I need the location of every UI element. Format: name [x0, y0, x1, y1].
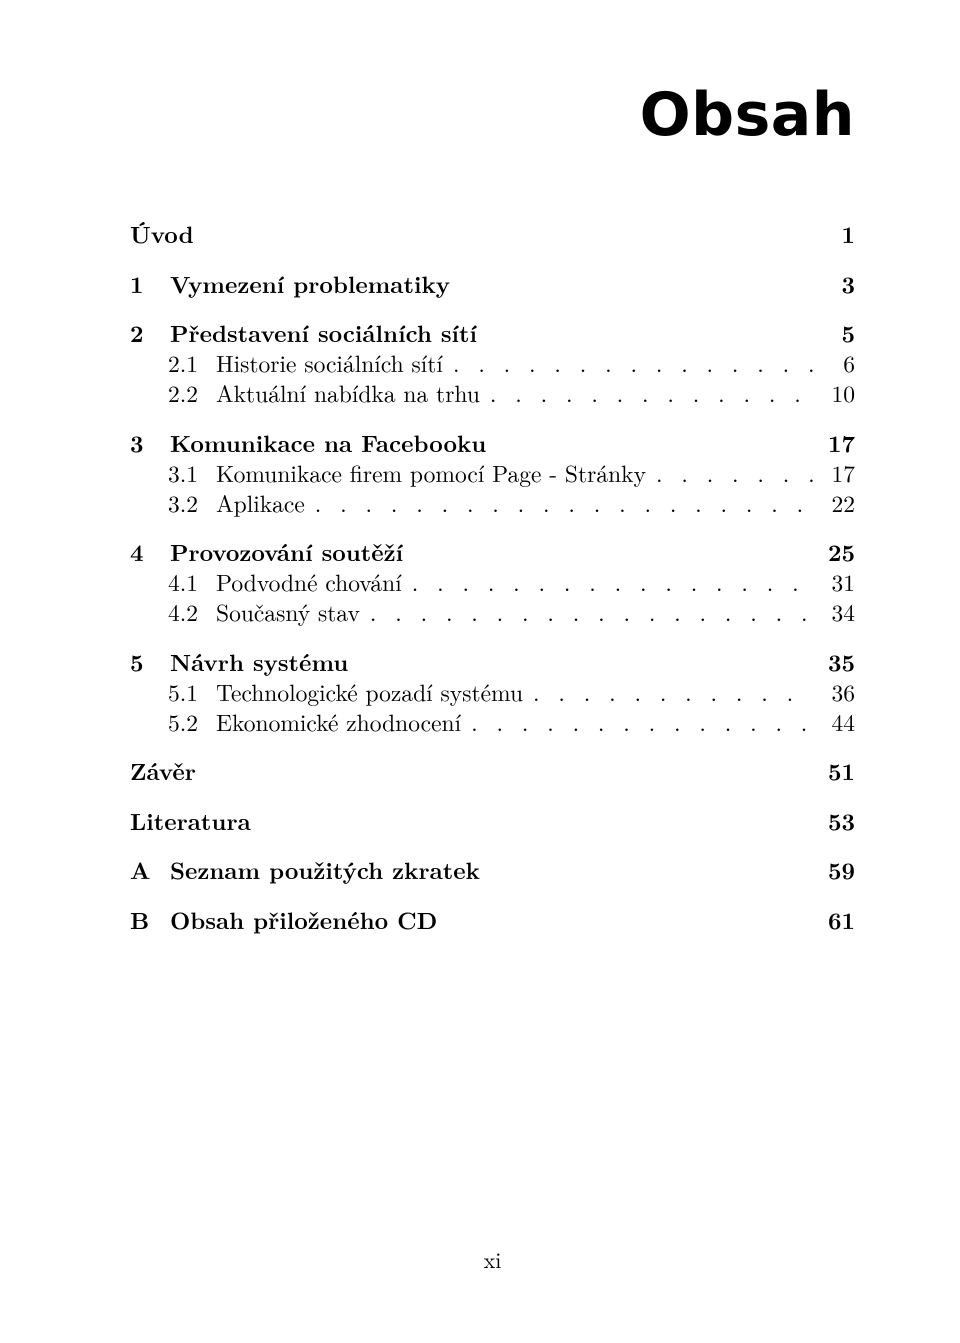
toc-entry-section-5-2: 5.2 Ekonomické zhodnocení . . . . . . . …	[130, 710, 855, 734]
toc-label: Vymezení problematiky	[170, 272, 450, 296]
toc-label: Seznam použitých zkratek	[170, 858, 480, 882]
toc-number: 5	[130, 650, 170, 674]
toc-page: 17	[819, 461, 855, 485]
toc-title: Obsah	[130, 80, 855, 150]
toc-label: Literatura	[130, 809, 251, 833]
toc-page: 1	[819, 222, 855, 246]
toc-entry-section-5-1: 5.1 Technologické pozadí systému . . . .…	[130, 680, 855, 704]
toc-number: 2.2	[168, 381, 216, 405]
toc-label: Aplikace	[216, 491, 305, 515]
toc-entry-appendix-a: A Seznam použitých zkratek 59	[130, 858, 855, 882]
toc-number: 5.1	[168, 680, 216, 704]
toc-entry-section-3-1: 3.1 Komunikace firem pomocí Page - Strán…	[130, 461, 855, 485]
toc-page: 53	[819, 809, 855, 833]
toc-page: 3	[819, 272, 855, 296]
page-number: xi	[130, 1244, 855, 1275]
toc-entry-chapter-1: 1 Vymezení problematiky 3	[130, 272, 855, 296]
toc-page: 6	[819, 351, 855, 375]
content-area: Obsah Úvod 1 1 Vymezení problematiky 3 2…	[130, 0, 855, 1343]
toc-label: Aktuální nabídka na trhu	[216, 381, 480, 405]
toc-leader-dots: . . . . . . . . . . . . . . . . . . . . …	[412, 570, 813, 594]
toc-entry-section-2-2: 2.2 Aktuální nabídka na trhu . . . . . .…	[130, 381, 855, 405]
toc-page: 10	[819, 381, 855, 405]
toc-page: 31	[819, 570, 855, 594]
toc-page: 59	[819, 858, 855, 882]
toc-label: Podvodné chování	[216, 570, 402, 594]
toc-page: 22	[819, 491, 855, 515]
toc-label: Komunikace firem pomocí Page - Stránky	[216, 461, 646, 485]
toc-number: 2	[130, 321, 170, 345]
toc-page: 17	[819, 431, 855, 455]
toc-page: 5	[819, 321, 855, 345]
toc-number: 3.1	[168, 461, 216, 485]
toc-entry-section-4-1: 4.1 Podvodné chování . . . . . . . . . .…	[130, 570, 855, 594]
toc-entry-uvod: Úvod 1	[130, 222, 855, 246]
toc-number: A	[130, 858, 170, 882]
toc-page: 34	[819, 600, 855, 624]
toc-entry-chapter-4: 4 Provozování soutěží 25	[130, 540, 855, 564]
toc-entry-chapter-3: 3 Komunikace na Facebooku 17	[130, 431, 855, 455]
toc-page: 36	[819, 680, 855, 704]
toc-label: Návrh systému	[170, 650, 348, 674]
toc-label: Současný stav	[216, 600, 360, 624]
toc-entry-section-4-2: 4.2 Současný stav . . . . . . . . . . . …	[130, 600, 855, 624]
toc-number: B	[130, 908, 170, 932]
toc-entry-chapter-5: 5 Návrh systému 35	[130, 650, 855, 674]
toc-label: Představení sociálních sítí	[170, 321, 477, 345]
toc-page: 51	[819, 759, 855, 783]
toc-entry-section-2-1: 2.1 Historie sociálních sítí . . . . . .…	[130, 351, 855, 375]
toc-entry-literatura: Literatura 53	[130, 809, 855, 833]
toc-leader-dots: . . . . . . . . . . . . . . . . . . . . …	[656, 461, 813, 485]
toc-entry-chapter-2: 2 Představení sociálních sítí 5	[130, 321, 855, 345]
toc-label: Ekonomické zhodnocení	[216, 710, 461, 734]
page: Obsah Úvod 1 1 Vymezení problematiky 3 2…	[0, 0, 960, 1343]
toc-entry-zaver: Závěr 51	[130, 759, 855, 783]
toc-leader-dots: . . . . . . . . . . . . . . . . . . . . …	[490, 381, 813, 405]
toc-leader-dots: . . . . . . . . . . . . . . . . . . . . …	[471, 710, 813, 734]
toc-label: Závěr	[130, 759, 196, 783]
toc-number: 2.1	[168, 351, 216, 375]
toc-number: 4.2	[168, 600, 216, 624]
toc-entry-section-3-2: 3.2 Aplikace . . . . . . . . . . . . . .…	[130, 491, 855, 515]
toc-leader-dots: . . . . . . . . . . . . . . . . . . . . …	[533, 680, 813, 704]
toc-label: Úvod	[130, 222, 194, 246]
toc-number: 1	[130, 272, 170, 296]
toc-number: 5.2	[168, 710, 216, 734]
toc-page: 25	[819, 540, 855, 564]
toc-label: Komunikace na Facebooku	[170, 431, 486, 455]
table-of-contents: Úvod 1 1 Vymezení problematiky 3 2 Předs…	[130, 222, 855, 931]
toc-leader-dots: . . . . . . . . . . . . . . . . . . . . …	[315, 491, 813, 515]
toc-number: 3.2	[168, 491, 216, 515]
toc-label: Obsah přiloženého CD	[170, 908, 437, 932]
toc-page: 35	[819, 650, 855, 674]
toc-label: Technologické pozadí systému	[216, 680, 523, 704]
toc-number: 3	[130, 431, 170, 455]
toc-page: 61	[819, 908, 855, 932]
toc-label: Historie sociálních sítí	[216, 351, 443, 375]
toc-leader-dots: . . . . . . . . . . . . . . . . . . . . …	[370, 600, 813, 624]
toc-number: 4.1	[168, 570, 216, 594]
toc-entry-appendix-b: B Obsah přiloženého CD 61	[130, 908, 855, 932]
toc-label: Provozování soutěží	[170, 540, 403, 564]
toc-number: 4	[130, 540, 170, 564]
toc-leader-dots: . . . . . . . . . . . . . . . . . . . . …	[453, 351, 813, 375]
toc-page: 44	[819, 710, 855, 734]
